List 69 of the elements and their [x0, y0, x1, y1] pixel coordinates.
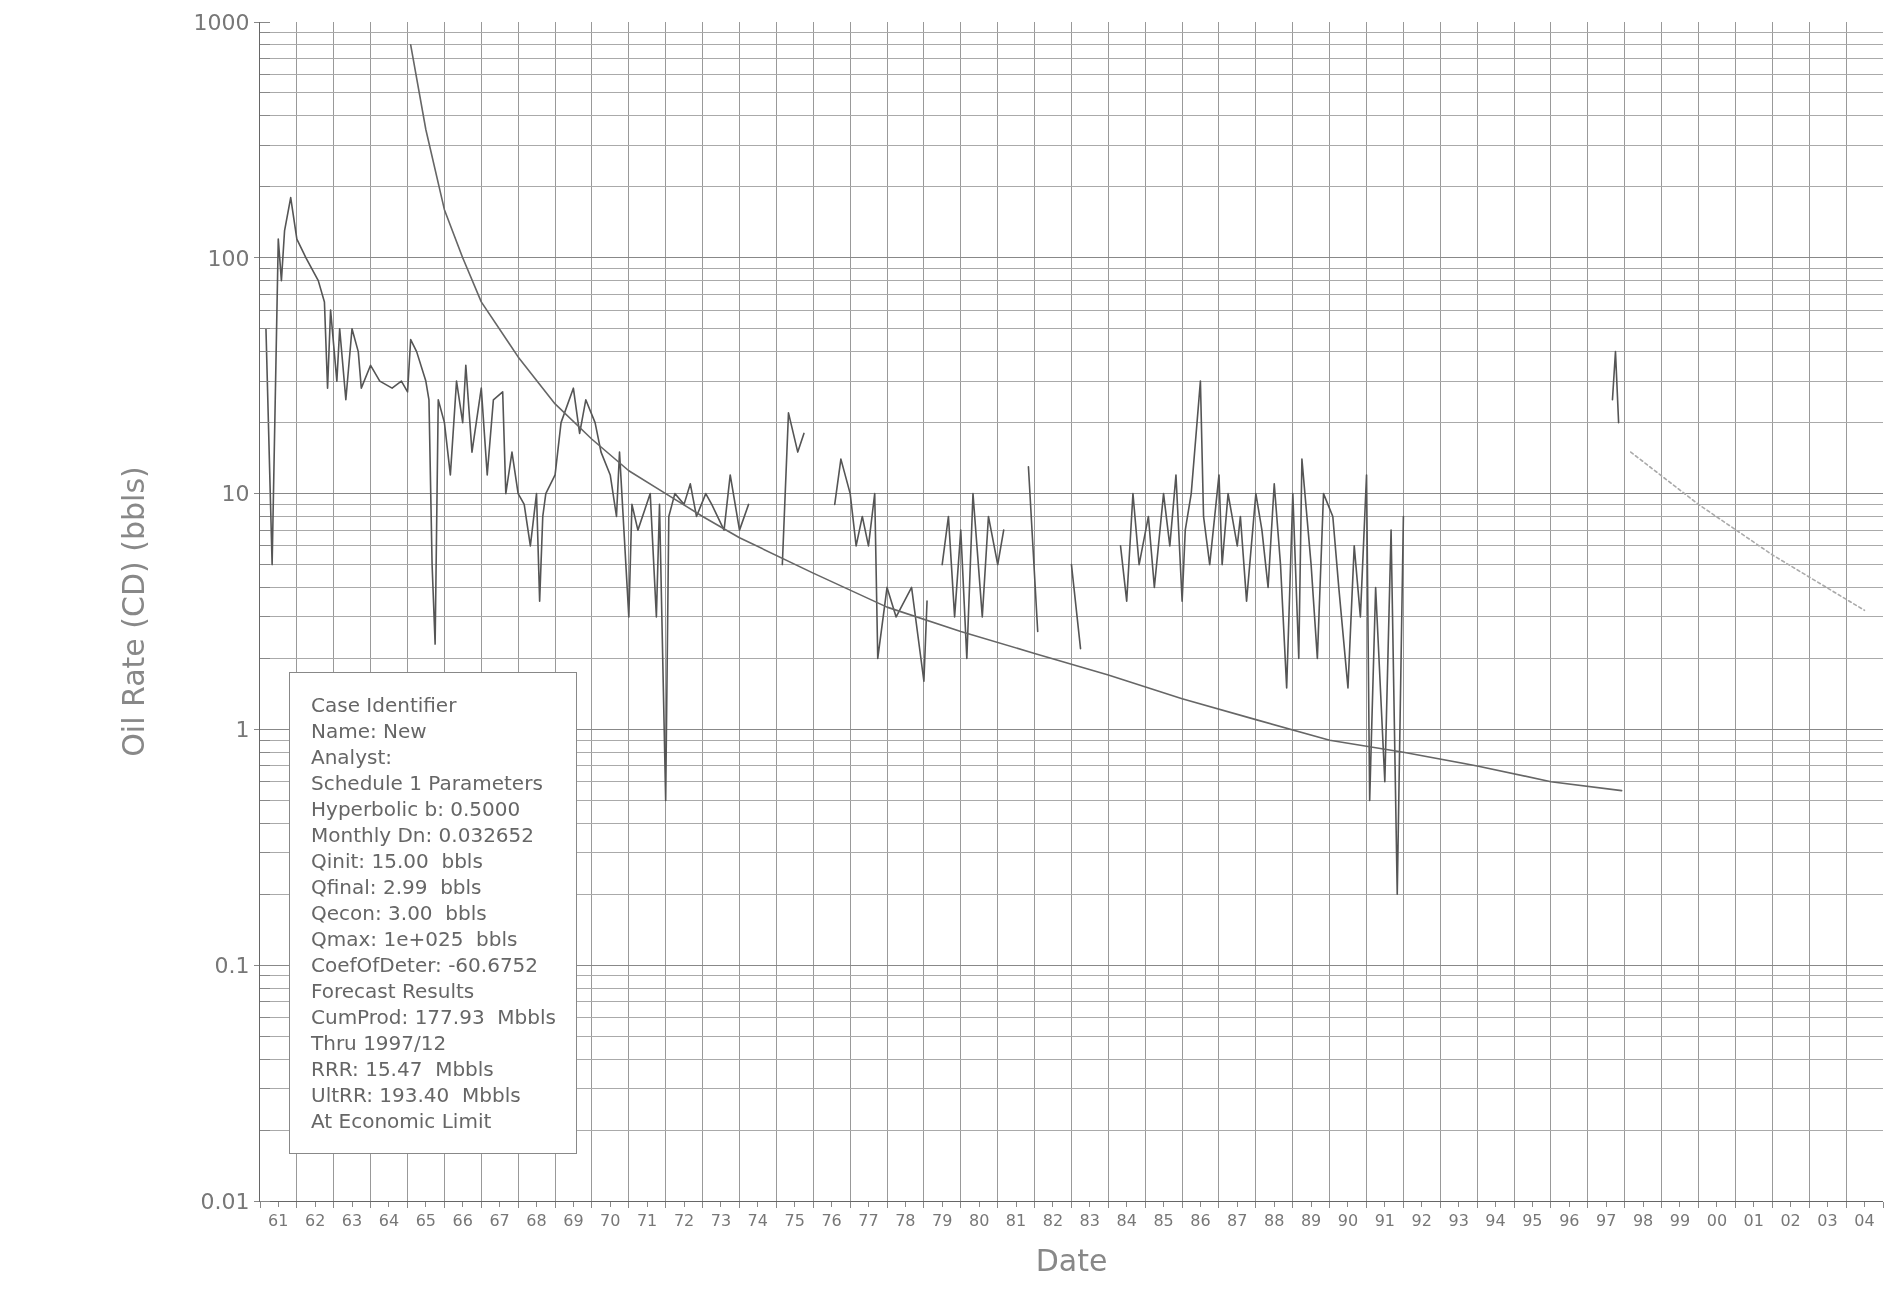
- x-tick-label: 97: [1596, 1211, 1617, 1231]
- x-tick-label: 84: [1116, 1211, 1137, 1231]
- x-tick-label: 89: [1300, 1211, 1322, 1231]
- x-axis-title: Date: [1035, 1242, 1108, 1278]
- x-tick-label: 73: [710, 1211, 732, 1231]
- x-tick-label: 94: [1485, 1211, 1506, 1231]
- y-axis-title: Oil Rate (CD) (bbls): [115, 466, 151, 757]
- x-tick-label: 68: [526, 1211, 547, 1231]
- annotation: Schedule 1 Parameters: [311, 771, 543, 795]
- annotation: Qfinal: 2.99 bbls: [311, 875, 482, 899]
- x-tick-label: 81: [1005, 1211, 1027, 1231]
- x-tick-label: 63: [341, 1211, 363, 1231]
- x-tick-label: 69: [563, 1211, 584, 1231]
- x-tick-label: 93: [1448, 1211, 1469, 1231]
- x-tick-label: 67: [489, 1211, 510, 1231]
- annotation: At Economic Limit: [311, 1109, 492, 1133]
- y-tick-label: 10: [221, 481, 250, 507]
- x-tick-label: 76: [821, 1211, 842, 1231]
- annotation: Qmax: 1e+025 bbls: [311, 927, 518, 951]
- x-tick-label: 72: [673, 1211, 695, 1231]
- x-tick-label: 96: [1559, 1211, 1580, 1231]
- y-tick-label: 1000: [193, 9, 250, 35]
- x-tick-label: 91: [1374, 1211, 1395, 1231]
- x-tick-label: 62: [304, 1211, 326, 1231]
- x-tick-label: 98: [1632, 1211, 1654, 1231]
- annotation: UltRR: 193.40 Mbbls: [311, 1083, 521, 1107]
- x-tick-label: 82: [1042, 1211, 1064, 1231]
- x-tick-label: 74: [747, 1211, 768, 1231]
- y-tick-label: 1: [235, 717, 250, 743]
- annotation: CumProd: 177.93 Mbbls: [311, 1005, 556, 1029]
- x-tick-label: 04: [1854, 1211, 1875, 1231]
- x-tick-label: 77: [858, 1211, 879, 1231]
- annotation: Name: New: [311, 719, 427, 743]
- x-tick-label: 80: [968, 1211, 990, 1231]
- x-tick-label: 71: [636, 1211, 658, 1231]
- x-tick-label: 86: [1190, 1211, 1211, 1231]
- x-tick-label: 61: [268, 1211, 289, 1231]
- x-tick-label: 70: [600, 1211, 621, 1231]
- x-tick-label: 02: [1780, 1211, 1801, 1231]
- annotation: Qinit: 15.00 bbls: [311, 849, 483, 873]
- x-tick-label: 95: [1522, 1211, 1543, 1231]
- annotation: CoefOfDeter: -60.6752: [311, 953, 539, 977]
- x-tick-label: 00: [1706, 1211, 1728, 1231]
- x-tick-label: 99: [1669, 1211, 1691, 1231]
- annotation: Forecast Results: [311, 979, 475, 1003]
- x-tick-label: 03: [1817, 1211, 1838, 1231]
- annotation: Monthly Dn: 0.032652: [311, 823, 535, 847]
- annotation: RRR: 15.47 Mbbls: [311, 1057, 494, 1081]
- annotation: Qecon: 3.00 bbls: [311, 901, 487, 925]
- y-tick-label: 0.01: [200, 1188, 250, 1214]
- x-tick-label: 79: [932, 1211, 953, 1231]
- x-tick-label: 78: [895, 1211, 916, 1231]
- x-tick-label: 92: [1411, 1211, 1432, 1231]
- y-tick-label: 0.1: [214, 952, 250, 978]
- x-tick-label: 83: [1079, 1211, 1100, 1231]
- x-tick-label: 01: [1743, 1211, 1764, 1231]
- x-tick-label: 90: [1337, 1211, 1359, 1231]
- x-tick-label: 66: [452, 1211, 473, 1231]
- y-tick-label: 100: [207, 245, 250, 271]
- x-tick-label: 85: [1153, 1211, 1174, 1231]
- annotation: Case Identifier: [311, 693, 458, 717]
- annotation: Thru 1997/12: [310, 1031, 447, 1055]
- x-tick-label: 65: [415, 1211, 436, 1231]
- annotation: Analyst:: [311, 745, 393, 769]
- x-tick-label: 75: [784, 1211, 805, 1231]
- annotation: Hyperbolic b: 0.5000: [311, 797, 521, 821]
- x-tick-label: 87: [1227, 1211, 1248, 1231]
- x-tick-label: 64: [378, 1211, 400, 1231]
- x-tick-label: 88: [1264, 1211, 1285, 1231]
